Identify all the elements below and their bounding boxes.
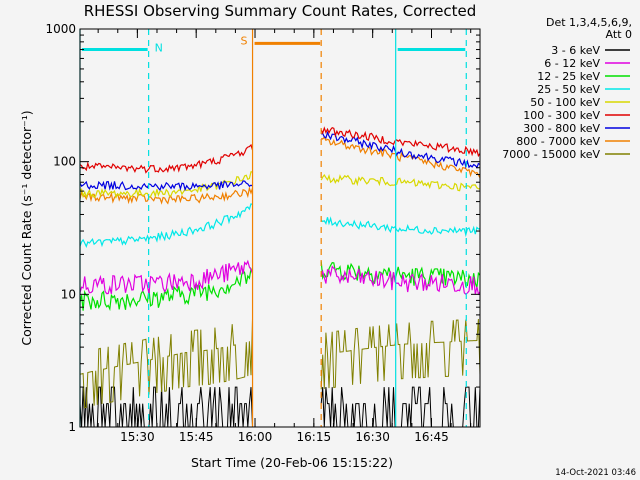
series-line-6-12-kev: [79, 259, 254, 295]
x-tick-label: 16:30: [355, 430, 390, 444]
y-tick-label: 1000: [45, 22, 76, 36]
series-line-50-100-kev: [320, 173, 480, 192]
legend-header-line-1: Det 1,3,4,5,6,9,: [546, 16, 632, 29]
series-line-12-25-kev: [320, 261, 481, 289]
series-line-6-12-kev: [320, 265, 481, 296]
series-line-3-6-kev: [79, 386, 253, 428]
series-line-100-300-kev: [79, 143, 254, 174]
series-line-25-50-kev: [320, 216, 480, 238]
series-line-7000-15000-kev: [320, 318, 481, 390]
series-line-12-25-kev: [79, 266, 254, 312]
x-tick-label: 16:00: [238, 430, 273, 444]
y-tick-label: 100: [53, 155, 76, 169]
series-line-800-7000-kev: [79, 186, 254, 205]
legend-label: 800 - 7000 keV: [516, 135, 600, 148]
axis-layer: 1 10 100 1000 15:30 15:45 16:00 16:15 16:30 16:45: [45, 22, 480, 444]
chart-title: RHESSI Observing Summary Count Rates, Co…: [84, 2, 477, 20]
series-line-800-7000-kev: [321, 136, 481, 179]
generated-timestamp: 14-Oct-2021 03:46: [555, 468, 636, 478]
annotation-label: N: [155, 42, 163, 55]
legend-label: 50 - 100 keV: [530, 96, 600, 109]
legend-label: 100 - 300 keV: [523, 109, 600, 122]
series-line-7000-15000-kev: [79, 318, 253, 409]
plot-area: N S 1 10 100 1000 15:30 15:45 16:00 16:15 16:30 16…: [45, 22, 481, 444]
x-tick-label: 16:15: [297, 430, 332, 444]
x-tick-label: 15:30: [120, 430, 155, 444]
series-line-25-50-kev: [79, 203, 253, 248]
legend-label: 12 - 25 keV: [537, 70, 600, 83]
legend-header: Det 1,3,4,5,6,9, Att 0: [546, 16, 632, 41]
legend-label: 300 - 800 keV: [523, 122, 600, 135]
series-line-100-300-kev: [320, 126, 481, 158]
x-tick-label: 15:45: [179, 430, 214, 444]
legend-header-line-2: Att 0: [606, 28, 632, 41]
series-line-300-800-kev: [320, 130, 481, 169]
y-axis-label: Corrected Count Rate (s⁻¹ detector⁻¹): [19, 110, 34, 345]
legend-label: 3 - 6 keV: [551, 44, 600, 57]
x-axis-label: Start Time (20-Feb-06 15:15:22): [191, 455, 393, 470]
legend-label: 7000 - 15000 keV: [502, 148, 600, 161]
legend-label: 25 - 50 keV: [537, 83, 600, 96]
annotation-label: S: [241, 34, 248, 47]
y-tick-label: 10: [61, 287, 76, 301]
series-layer: [79, 126, 481, 428]
series-line-300-800-kev: [79, 180, 253, 192]
y-tick-label: 1: [68, 420, 76, 434]
series-line-3-6-kev: [320, 386, 481, 428]
plot-frame: [79, 28, 481, 428]
x-tick-label: 16:45: [414, 430, 449, 444]
legend-label: 6 - 12 keV: [544, 57, 600, 70]
